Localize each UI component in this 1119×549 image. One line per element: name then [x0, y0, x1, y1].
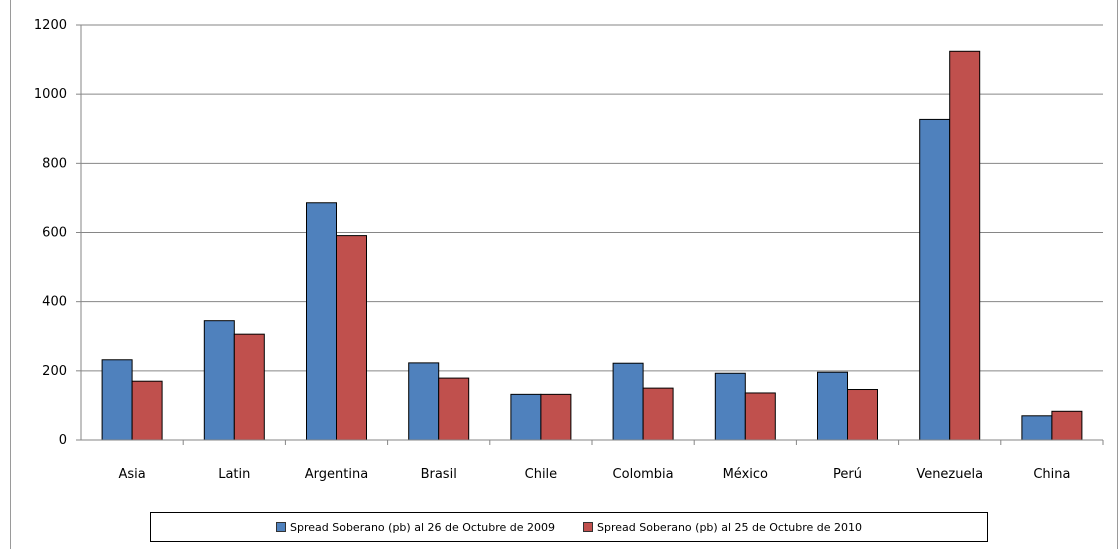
bar-asia-series-2	[131, 380, 163, 441]
bar-colombia-series-1	[612, 362, 644, 441]
x-tick-label: China	[1033, 467, 1070, 482]
y-tick-label: 400	[42, 295, 67, 310]
x-tick-labels: Asia Latin Argentina Brasil Chile Colombia Méx…	[118, 467, 1070, 482]
axes	[76, 24, 1104, 445]
x-tick-label: Venezuela	[916, 467, 983, 482]
legend-item-series-1: Spread Soberano (pb) al 26 de Octubre de…	[276, 521, 555, 534]
bar-perú-series-1	[817, 371, 848, 441]
bar-brasil-series-2	[438, 377, 470, 441]
legend-label-series-2: Spread Soberano (pb) al 25 de Octubre de…	[597, 520, 862, 534]
bar-latin-series-2	[233, 333, 265, 441]
x-tick-label: México	[723, 467, 768, 482]
legend-item-series-2: Spread Soberano (pb) al 25 de Octubre de…	[583, 521, 862, 534]
x-tick-label: Colombia	[613, 467, 674, 482]
bar-asia-series-1	[101, 359, 133, 441]
bar-venezuela-series-1	[919, 118, 951, 441]
bar-colombia-series-2	[642, 387, 674, 441]
y-tick-label: 800	[42, 156, 67, 171]
y-tick-label: 0	[59, 433, 67, 448]
bar-latin-series-1	[203, 320, 235, 441]
x-tick-label: Perú	[833, 467, 862, 482]
bar-china-series-1	[1021, 415, 1053, 441]
bar-argentina-series-2	[336, 235, 367, 441]
legend-swatch-series-1	[276, 522, 286, 532]
bar-méxico-series-2	[744, 392, 776, 441]
bar-chile-series-1	[510, 393, 542, 441]
x-tick-label: Latin	[218, 467, 250, 482]
bar-chile-series-2	[540, 393, 572, 441]
y-tick-label: 1000	[34, 87, 67, 102]
bar-argentina-series-1	[306, 202, 337, 441]
y-tick-label: 1200	[34, 18, 67, 33]
y-tick-labels: 0 200 400 600 800 1000 1200	[34, 18, 67, 448]
legend: Spread Soberano (pb) al 26 de Octubre de…	[150, 512, 988, 542]
x-tick-label: Brasil	[421, 467, 457, 482]
y-tick-label: 200	[42, 364, 67, 379]
bar-méxico-series-1	[714, 372, 746, 441]
bar-brasil-series-1	[408, 362, 440, 441]
bars	[101, 50, 1083, 441]
legend-label-series-1: Spread Soberano (pb) al 26 de Octubre de…	[290, 520, 555, 534]
x-tick-label: Asia	[118, 467, 145, 482]
bar-china-series-2	[1051, 410, 1083, 441]
x-tick-label: Chile	[525, 467, 558, 482]
legend-swatch-series-2	[583, 522, 593, 532]
bar-venezuela-series-2	[949, 50, 981, 441]
bar-perú-series-2	[847, 389, 878, 441]
x-tick-label: Argentina	[305, 467, 368, 482]
y-tick-label: 600	[42, 226, 67, 241]
